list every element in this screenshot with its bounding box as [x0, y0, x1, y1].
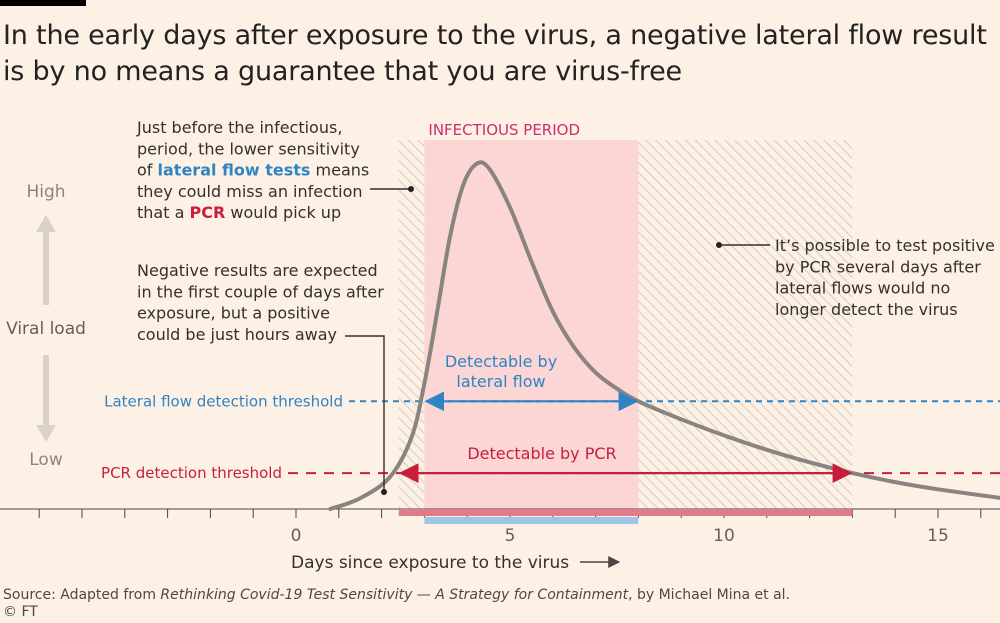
annotation-text-span: lateral flows would no: [775, 279, 950, 298]
y-up-arrow-shaft: [43, 230, 49, 305]
x-tick-label: 10: [713, 526, 735, 546]
chart-title-line-1: In the early days after exposure to the …: [3, 20, 987, 51]
chart-footer: Source: Adapted from Rethinking Covid-19…: [3, 587, 790, 621]
annotation-text-span: PCR: [189, 203, 225, 222]
pcr-detectable-label: Detectable by PCR: [467, 444, 616, 463]
early-annotation-dot: [408, 186, 414, 192]
annotation-text-span: by PCR several days after: [775, 257, 981, 276]
y-axis-title: Viral load: [6, 319, 86, 339]
annotation-text-span: would pick up: [225, 203, 341, 222]
x-tick-label: 0: [291, 526, 302, 546]
lateral-flow-detectable-bar: [424, 517, 639, 524]
y-high-label: High: [26, 182, 65, 202]
pre-infectious-hatch: [398, 140, 425, 509]
pcr-detectable-bar: [398, 509, 853, 516]
late-annotation-dot: [716, 242, 722, 248]
annotation-text-span: exposure, but a positive: [137, 304, 330, 323]
lateral_flow-detectable-label: Detectable by: [445, 352, 557, 371]
annotation-text-span: lateral flow tests: [158, 161, 311, 180]
chart-title: In the early days after exposure to the …: [3, 18, 987, 90]
source-title: Rethinking Covid-19 Test Sensitivity — A…: [160, 587, 629, 603]
lateral_flow-threshold-label: Lateral flow detection threshold: [104, 392, 343, 410]
negative-annotation-leader: [345, 335, 385, 491]
source-prefix: Source: Adapted from: [3, 587, 161, 603]
brand-bar: [0, 0, 86, 6]
source-note: Source: Adapted from Rethinking Covid-19…: [3, 587, 790, 604]
pcr-threshold-label: PCR detection threshold: [101, 464, 282, 482]
negative-annotation-dot: [381, 489, 387, 495]
annotation-text-span: could be just hours away: [137, 325, 337, 344]
annotation-text-span: period, the lower sensitivity: [137, 139, 360, 158]
post-infectious-hatch: [638, 140, 853, 509]
lateral_flow-detectable-label: lateral flow: [456, 372, 545, 391]
y-low-label: Low: [29, 450, 63, 470]
annotation-text-span: Negative results are expected: [137, 261, 378, 280]
infectious-period-label: INFECTIOUS PERIOD: [428, 121, 580, 139]
annotation-text-span: that a: [137, 203, 189, 222]
x-tick-label: 5: [505, 526, 516, 546]
negative-annotation: Negative results are expected in the firs…: [137, 261, 384, 344]
late-annotation: It’s possible to test positive by PCR sev…: [775, 236, 995, 319]
annotation-text-span: Just before the infectious,: [136, 118, 342, 137]
y-down-arrowhead: [36, 425, 56, 442]
annotation-text-span: It’s possible to test positive: [775, 236, 995, 255]
x-tick-label: 15: [927, 526, 949, 546]
annotation-text-span: longer detect the virus: [775, 300, 958, 319]
x-axis-title: Days since exposure to the virus: [291, 553, 569, 573]
y-up-arrowhead: [36, 215, 56, 232]
source-suffix: , by Michael Mina et al.: [628, 587, 791, 603]
early-annotation: Just before the infectious, period, the l…: [136, 118, 369, 222]
viral-load-curve: [328, 160, 1000, 511]
annotation-text-span: means: [310, 161, 369, 180]
annotation-text-span: they could miss an infection: [137, 182, 363, 201]
copyright: © FT: [3, 604, 38, 620]
chart-title-line-2: is by no means a guarantee that you are …: [3, 56, 682, 87]
annotation-text-span: of: [137, 161, 158, 180]
y-down-arrow-shaft: [43, 355, 49, 427]
annotation-text-span: in the first couple of days after: [137, 282, 384, 301]
